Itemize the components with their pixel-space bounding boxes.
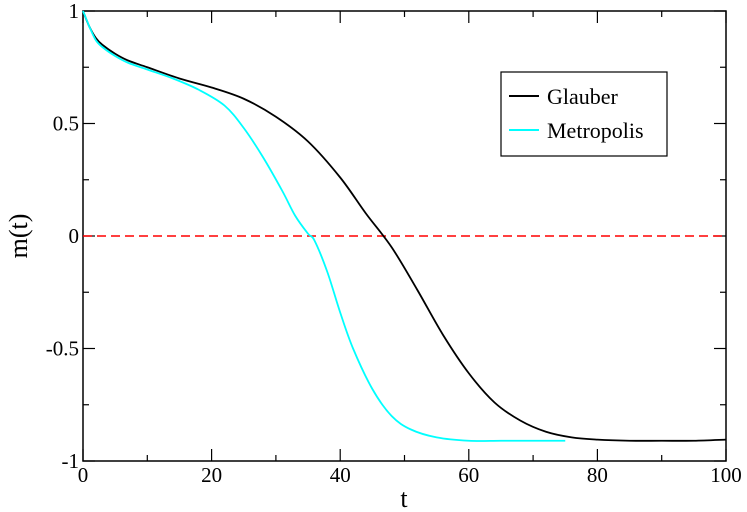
y-tick-label: 0	[69, 224, 80, 248]
x-tick-label: 40	[330, 463, 351, 487]
series-line-glauber	[82, 10, 727, 442]
x-tick-label: 100	[710, 463, 742, 487]
series-line-metropolis	[82, 10, 566, 442]
y-tick-label: 0.5	[53, 112, 79, 136]
y-axis-label: m(t)	[4, 214, 33, 259]
y-tick-label: 1	[69, 0, 80, 23]
legend-label-metropolis: Metropolis	[547, 118, 644, 143]
tick-labels: 0 20 40 60 80 100 -1 -0.5 0 0.5 1	[46, 0, 742, 487]
y-tick-label: -1	[62, 449, 80, 473]
x-tick-label: 20	[201, 463, 222, 487]
x-tick-label: 80	[587, 463, 608, 487]
x-axis-label: t	[400, 484, 408, 512]
legend: Glauber Metropolis	[500, 71, 668, 157]
x-tick-label: 0	[78, 463, 89, 487]
series-lines	[82, 10, 727, 442]
legend-label-glauber: Glauber	[547, 84, 619, 109]
y-tick-label: -0.5	[46, 337, 79, 361]
x-tick-label: 60	[458, 463, 479, 487]
ticks	[82, 10, 727, 462]
legend-box	[500, 71, 668, 157]
